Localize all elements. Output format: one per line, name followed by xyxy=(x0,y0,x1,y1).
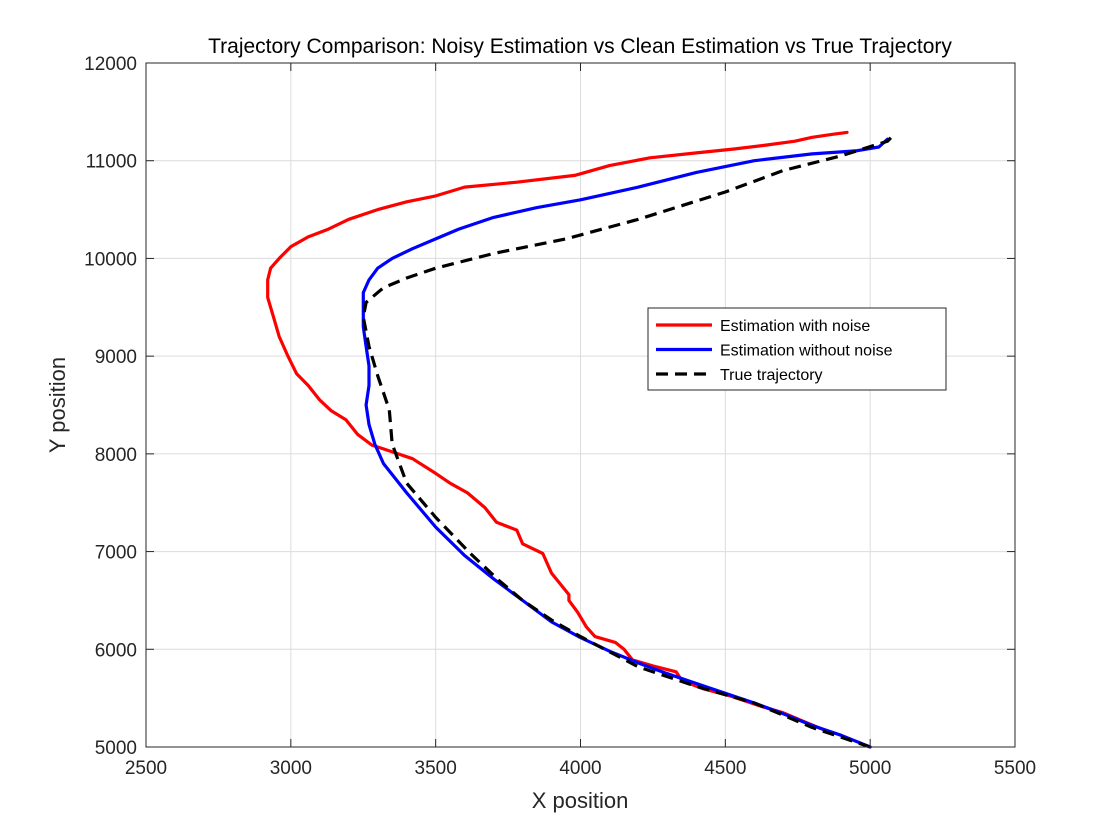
y-tick-label: 9000 xyxy=(95,347,137,368)
legend-label-estimation-with-noise: Estimation with noise xyxy=(720,318,870,335)
series-layer xyxy=(266,130,895,749)
x-tick-label: 4500 xyxy=(704,758,746,779)
y-tick-label: 10000 xyxy=(84,249,137,270)
x-tick-label: 4000 xyxy=(559,758,601,779)
chart-title: Trajectory Comparison: Noisy Estimation … xyxy=(208,35,952,58)
y-tick-label: 6000 xyxy=(95,640,137,661)
y-tick-label: 7000 xyxy=(95,543,137,564)
x-tick-label: 5500 xyxy=(994,758,1036,779)
x-tick-label: 5000 xyxy=(849,758,891,779)
x-axis-label: X position xyxy=(532,788,629,813)
y-tick-label: 8000 xyxy=(95,445,137,466)
series-line-true-trajectory xyxy=(361,134,895,749)
x-tick-label: 3000 xyxy=(270,758,312,779)
series-line-estimation-without-noise xyxy=(361,137,890,749)
y-tick-label: 11000 xyxy=(86,152,137,173)
legend-label-true-trajectory: True trajectory xyxy=(720,367,823,384)
legend: Estimation with noise Estimation without … xyxy=(647,307,947,391)
y-tick-label: 12000 xyxy=(84,54,137,75)
x-tick-label: 3500 xyxy=(415,758,457,779)
y-tick-label: 5000 xyxy=(95,738,137,759)
series-line-estimation-with-noise xyxy=(266,130,849,735)
y-axis-label: Y position xyxy=(45,357,70,453)
legend-label-estimation-without-noise: Estimation without noise xyxy=(720,343,893,360)
axis-ticks: 2500 3000 3500 4000 4500 5000 5500 5000 6000 7000… xyxy=(84,54,1036,779)
x-tick-label: 2500 xyxy=(125,758,167,779)
